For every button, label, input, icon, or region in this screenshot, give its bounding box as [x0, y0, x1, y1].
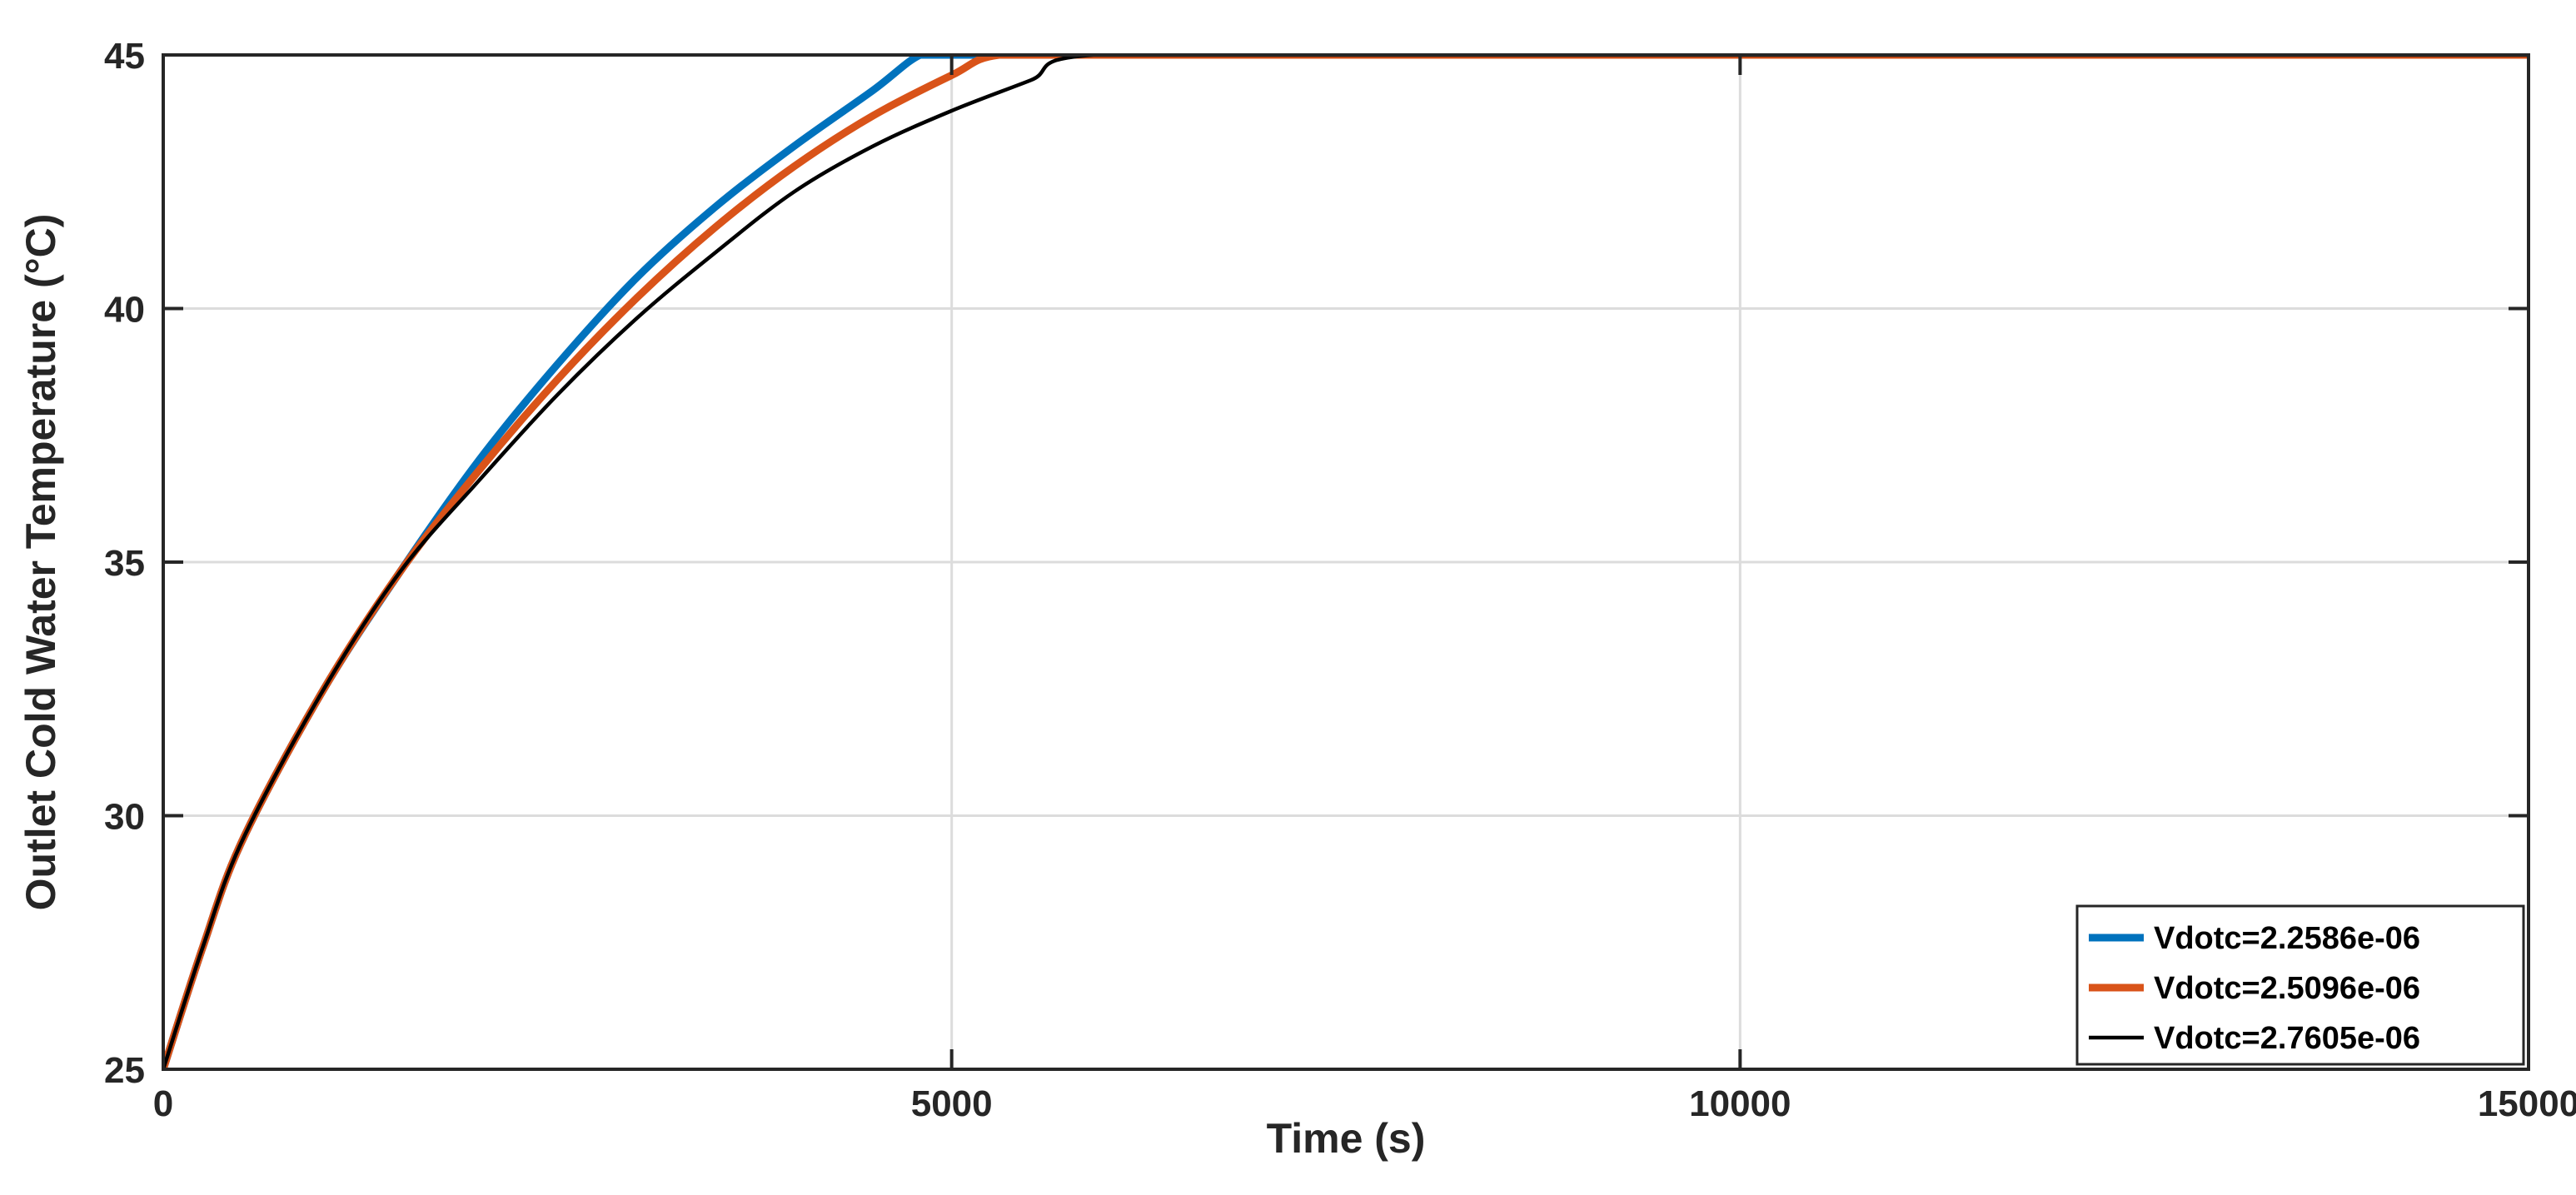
- y-tick-label: 45: [104, 36, 145, 77]
- x-tick-label: 10000: [1689, 1083, 1791, 1124]
- y-tick-label: 35: [104, 543, 145, 584]
- x-tick-label: 5000: [911, 1083, 993, 1124]
- legend-label-3: Vdotc=2.7605e-06: [2154, 1021, 2420, 1056]
- axis-ticks: [162, 53, 2530, 1071]
- tick-labels: 0 5000 10000 15000 25 30 35 40 45: [104, 36, 2576, 1124]
- series-layer: [163, 55, 2529, 1069]
- legend: Vdotc=2.2586e-06 Vdotc=2.5096e-06 Vdotc=2.…: [2075, 904, 2525, 1066]
- series-line-3: [163, 55, 2529, 1069]
- x-tick-label: 0: [153, 1083, 173, 1124]
- legend-label-1: Vdotc=2.2586e-06: [2154, 921, 2420, 956]
- y-tick-label: 30: [104, 797, 145, 838]
- grid-lines: [163, 55, 2529, 1069]
- x-axis-label: Time (s): [1267, 1115, 1426, 1162]
- y-tick-label: 40: [104, 290, 145, 331]
- legend-label-2: Vdotc=2.5096e-06: [2154, 971, 2420, 1006]
- x-tick-label: 15000: [2478, 1083, 2576, 1124]
- y-tick-label: 25: [104, 1050, 145, 1091]
- legend-box: [2075, 904, 2525, 1066]
- y-axis-label: Outlet Cold Water Temperature (°C): [17, 214, 64, 911]
